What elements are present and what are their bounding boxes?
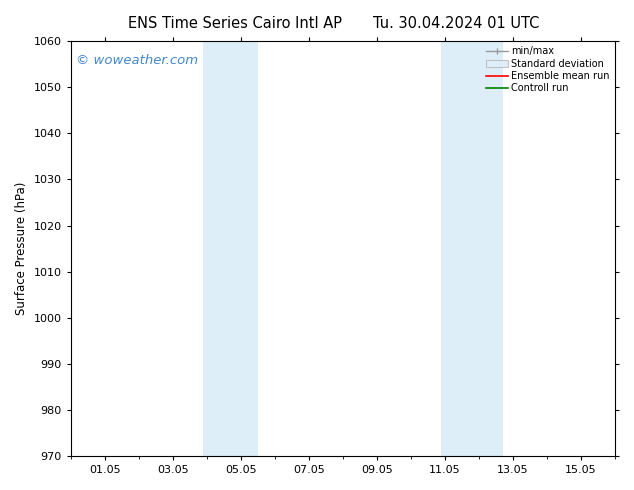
Text: © woweather.com: © woweather.com (76, 54, 198, 67)
Legend: min/max, Standard deviation, Ensemble mean run, Controll run: min/max, Standard deviation, Ensemble me… (484, 44, 612, 96)
Text: Tu. 30.04.2024 01 UTC: Tu. 30.04.2024 01 UTC (373, 16, 540, 31)
Y-axis label: Surface Pressure (hPa): Surface Pressure (hPa) (15, 182, 28, 315)
Bar (204, 41, 258, 456)
Bar (441, 41, 503, 456)
Text: ENS Time Series Cairo Intl AP: ENS Time Series Cairo Intl AP (127, 16, 342, 31)
